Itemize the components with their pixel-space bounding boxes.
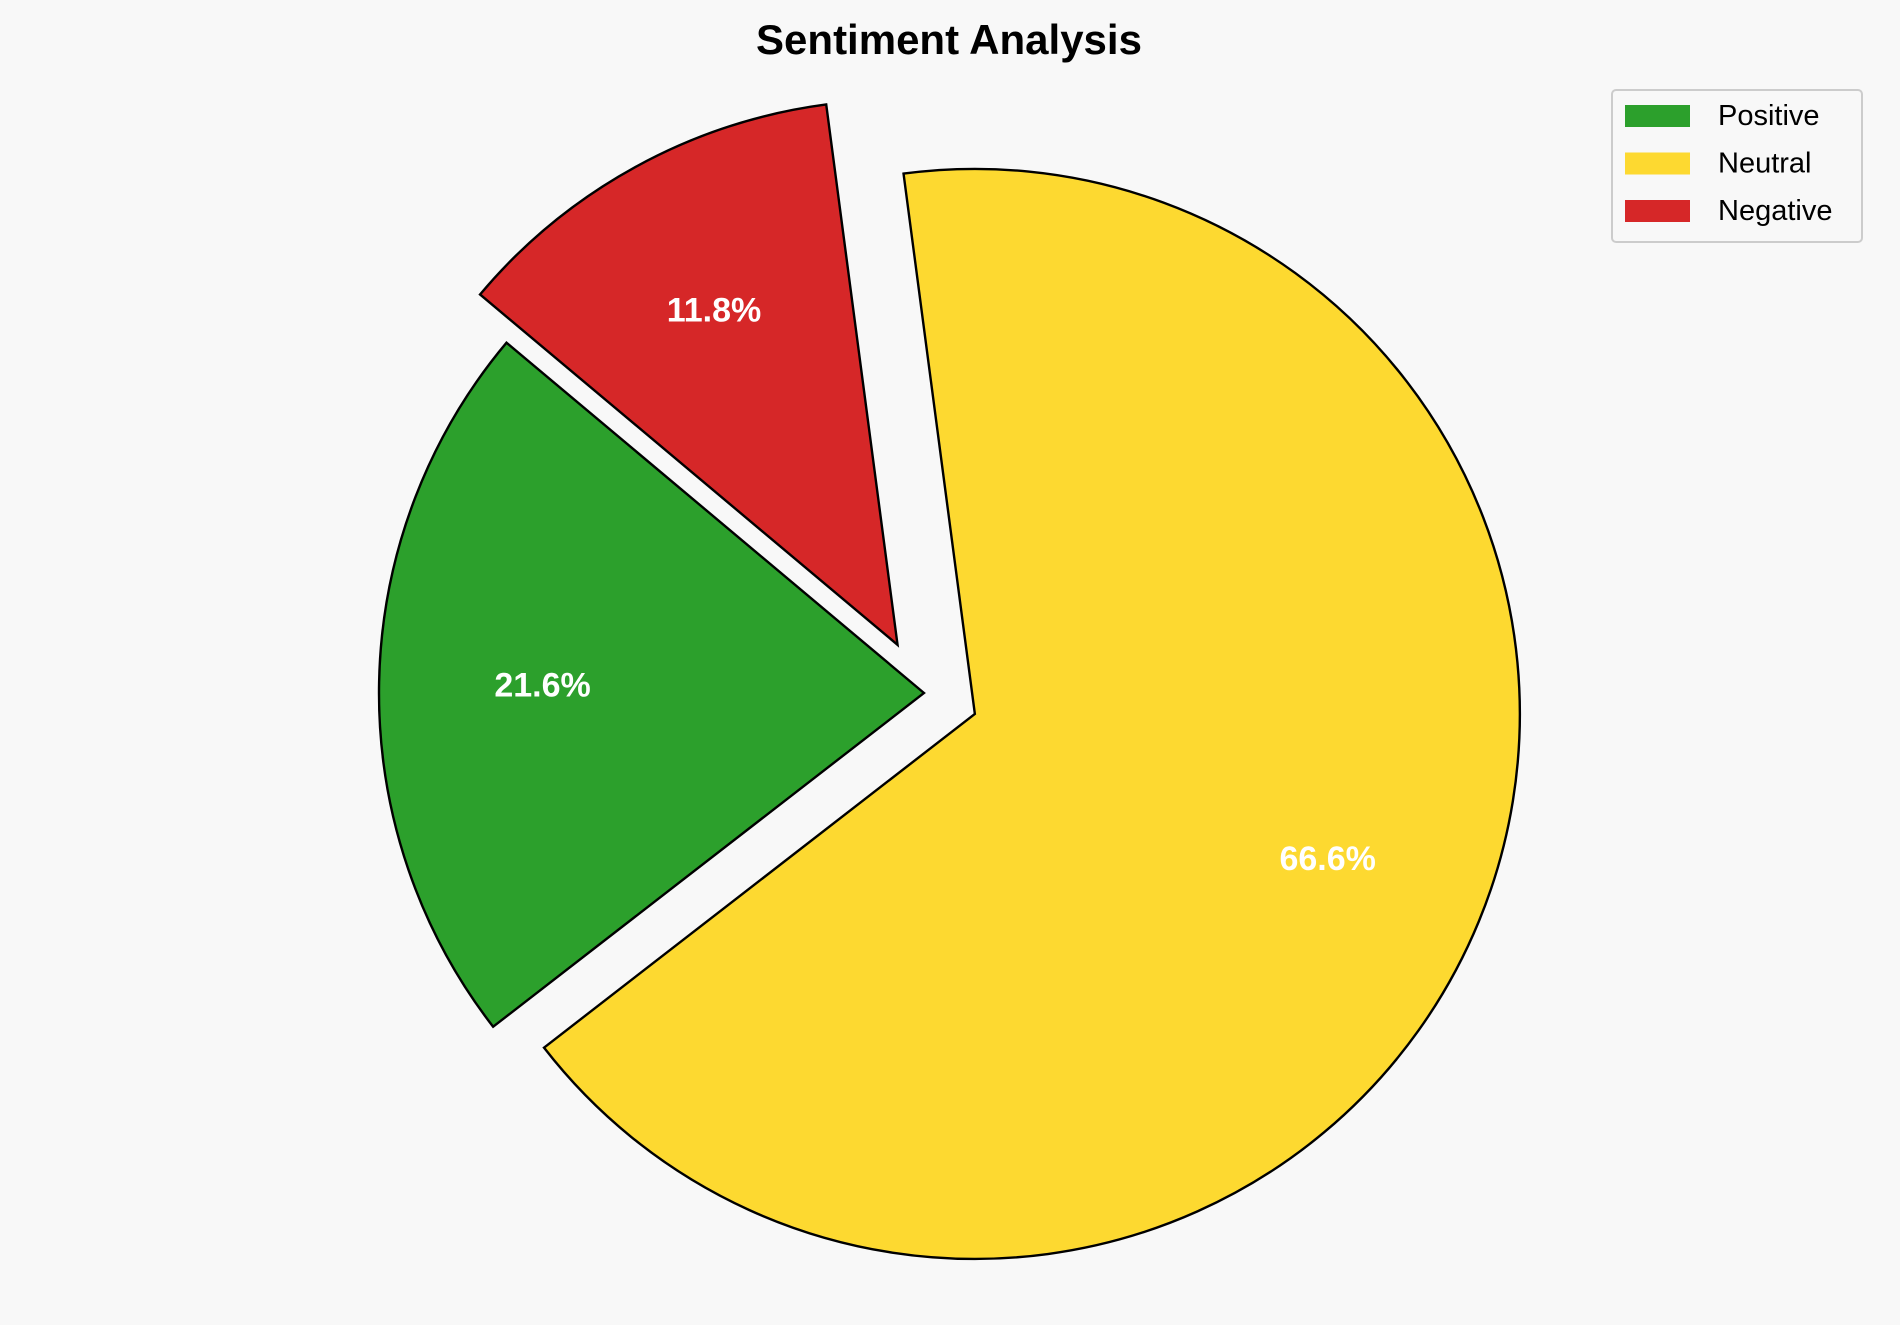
- pct-label-neutral: 66.6%: [1279, 840, 1375, 878]
- legend-label-negative: Negative: [1718, 195, 1832, 227]
- legend-label-neutral: Neutral: [1718, 148, 1812, 180]
- chart-title: Sentiment Analysis: [756, 16, 1142, 63]
- legend-swatch-positive: [1625, 105, 1690, 127]
- pie-slice-positive: [377, 340, 926, 1029]
- legend-swatch-negative: [1625, 200, 1690, 222]
- pie-slice-negative: [478, 103, 900, 648]
- legend-swatch-neutral: [1625, 152, 1690, 175]
- legend: Positive Neutral Negative: [1611, 89, 1863, 243]
- pct-label-positive: 21.6%: [494, 667, 590, 705]
- legend-label-positive: Positive: [1718, 100, 1820, 132]
- pct-label-negative: 11.8%: [667, 291, 762, 329]
- pie-slice-neutral: [542, 167, 1522, 1261]
